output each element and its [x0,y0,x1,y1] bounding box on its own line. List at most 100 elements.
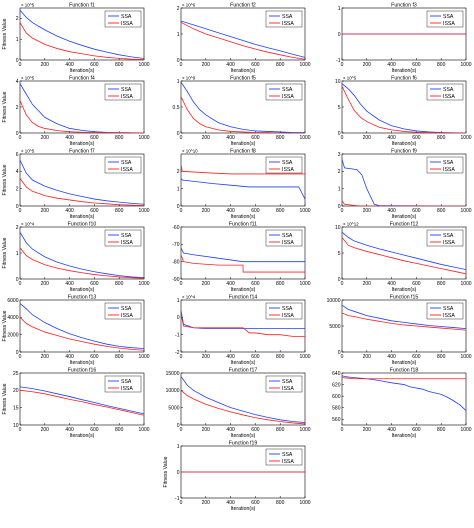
y-tick-label: 0 [16,204,19,210]
y-axis-label: Fitness Value [2,383,8,414]
legend-label: SSA [282,233,293,239]
legend-label: SSA [443,87,454,93]
y-tick-label: 5 [338,251,341,257]
x-tick-label: 600 [412,354,421,360]
series-line-ssa [181,247,305,263]
x-tick-label: 0 [180,354,183,360]
y-tick-label: 10000 [327,298,341,304]
x-tick-label: 0 [19,135,22,141]
x-axis-label: Iteration(s) [392,360,417,366]
subplot: Function f16 0 200 400 600 800 1000 10 15 20 25 Ite… [2,368,150,440]
x-tick-label: 200 [202,62,211,68]
x-tick-label: 600 [412,62,421,68]
y-tick-label: 580 [332,405,341,411]
legend-label: ISSA [443,313,455,319]
legend-label: SSA [121,14,132,20]
subplot: Function f2 × 10^6 0 200 400 600 800 1000 0 1 2 Ite… [177,3,311,75]
x-axis-label: Iteration(s) [231,506,256,512]
chart-title: Function f9 [391,149,417,155]
y-tick-label: 5000 [329,324,340,330]
y-tick-label: 20 [13,388,19,394]
y-tick-label: 2 [177,6,180,12]
subplot: Function f6 × 10^5 0 200 400 600 800 1000 0 5 10 It… [335,76,472,148]
subplot: Function f10 × 10^4 0 200 400 600 800 1000 0 1 2 It… [2,222,150,294]
x-tick-label: 400 [387,62,396,68]
x-axis-label: Iteration(s) [70,433,95,439]
legend-label: ISSA [121,313,133,319]
legend-label: SSA [121,379,132,385]
chart-title: Function f3 [391,3,417,9]
axis-exponent: × 10^5 [343,76,357,81]
x-tick-label: 800 [115,427,124,433]
x-tick-label: 200 [202,135,211,141]
y-axis-label: Fitness Value [163,456,169,487]
axis-exponent: × 10^5 [21,149,35,154]
x-tick-label: 400 [65,354,74,360]
series-line-issa [20,100,144,133]
axis-exponent: × 10^10 [182,149,198,154]
y-axis-label: Fitness Value [2,164,8,195]
x-tick-label: 1000 [138,281,149,287]
axis-exponent: × 10^5 [21,3,35,8]
x-tick-label: 0 [180,281,183,287]
x-tick-label: 1000 [460,62,471,68]
x-tick-label: 0 [341,135,344,141]
series-line-ssa [342,304,466,329]
legend-label: SSA [443,14,454,20]
x-tick-label: 800 [437,62,446,68]
series-line-ssa [20,231,144,279]
y-tick-label: 0 [16,58,19,64]
y-tick-label: 0 [338,277,341,283]
x-tick-label: 0 [341,281,344,287]
legend-label: ISSA [282,21,294,27]
series-line-issa [181,96,305,133]
x-axis-label: Iteration(s) [231,360,256,366]
series-line-issa [20,178,144,206]
x-tick-label: 400 [387,281,396,287]
y-tick-label: 600 [332,394,341,400]
y-tick-label: 4000 [7,315,18,321]
legend-label: SSA [443,160,454,166]
x-tick-label: 200 [363,135,372,141]
subplot: Function f14 × 10^4 0 200 400 600 800 1000 -2 -1 0… [175,295,311,367]
chart-title: Function f18 [390,368,419,374]
y-axis-label: Fitness Value [2,91,8,122]
y-tick-label: 0 [177,315,180,321]
x-tick-label: 1000 [299,281,310,287]
y-tick-label: -1 [175,496,180,502]
y-tick-label: 0 [177,204,180,210]
x-tick-label: 0 [180,500,183,506]
series-line-issa [20,317,144,351]
legend-label: SSA [282,306,293,312]
x-tick-label: 800 [276,62,285,68]
y-tick-label: 1 [338,6,341,12]
chart-title: Function f10 [68,222,97,228]
chart-title: Function f5 [230,76,256,82]
y-tick-label: 1 [177,298,180,304]
x-tick-label: 1000 [299,354,310,360]
x-tick-label: 1000 [138,62,149,68]
x-tick-label: 600 [90,427,99,433]
y-tick-label: 1 [16,37,19,43]
x-tick-label: 1000 [460,354,471,360]
x-tick-label: 1000 [460,427,471,433]
axis-exponent: × 10^5 [21,76,35,81]
series-line-ssa [181,376,305,423]
series-line-issa [342,312,466,331]
legend-label: ISSA [282,459,294,465]
subplot: Function f4 × 10^5 0 200 400 600 800 1000 0 2 4 Ite… [2,76,150,148]
series-line-issa [342,377,466,380]
legend-label: ISSA [282,94,294,100]
x-axis-label: Iteration(s) [392,287,417,293]
x-tick-label: 400 [387,354,396,360]
legend-label: ISSA [282,167,294,173]
